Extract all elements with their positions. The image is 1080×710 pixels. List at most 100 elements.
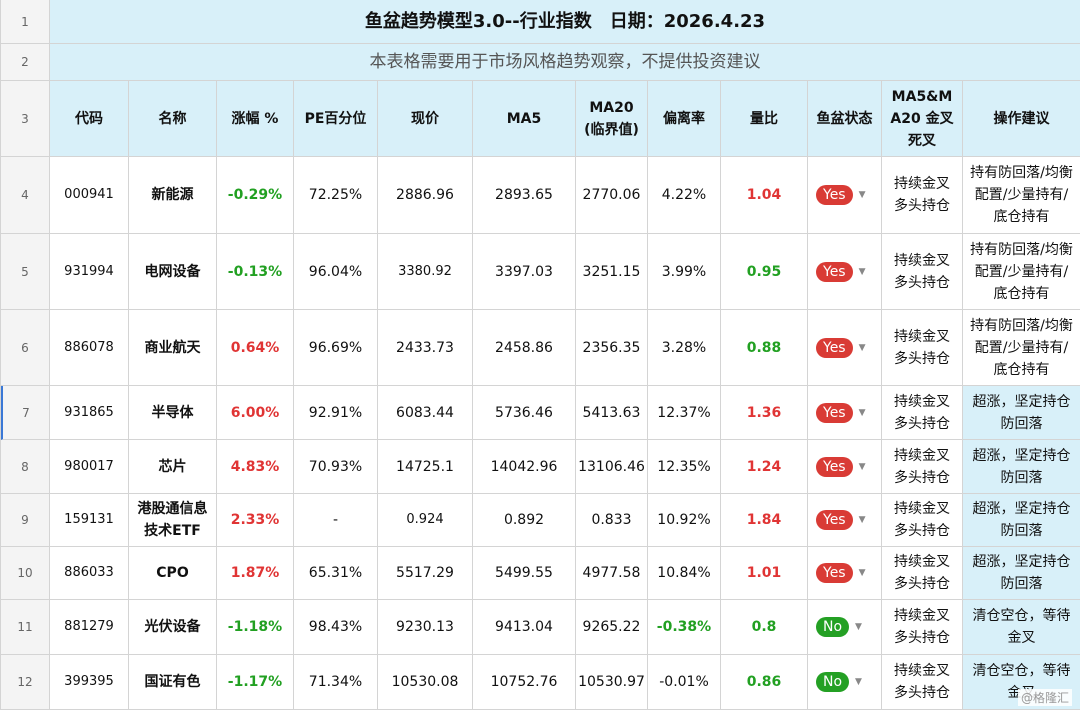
row-number[interactable]: 4 <box>1 157 50 234</box>
cell-price[interactable]: 2433.73 <box>378 310 473 386</box>
header-price[interactable]: 现价 <box>378 81 473 157</box>
cell-status[interactable]: Yes ▼ <box>808 440 882 494</box>
cell-change[interactable]: -1.17% <box>217 655 294 710</box>
row-number[interactable]: 6 <box>1 310 50 386</box>
dropdown-arrow-icon[interactable]: ▼ <box>858 190 866 200</box>
cell-ma20[interactable]: 0.833 <box>576 494 648 547</box>
cell-deviation[interactable]: 3.28% <box>648 310 721 386</box>
header-deviation[interactable]: 偏离率 <box>648 81 721 157</box>
cell-status[interactable]: Yes ▼ <box>808 157 882 234</box>
cell-status[interactable]: No ▼ <box>808 655 882 710</box>
cell-cross[interactable]: 持续金叉多头持仓 <box>882 600 963 655</box>
cell-cross[interactable]: 持续金叉多头持仓 <box>882 386 963 440</box>
cell-change[interactable]: 0.64% <box>217 310 294 386</box>
cell-volume-ratio[interactable]: 1.24 <box>721 440 808 494</box>
cell-pe-percentile[interactable]: 70.93% <box>294 440 378 494</box>
cell-ma5[interactable]: 5499.55 <box>473 547 576 600</box>
cell-advice[interactable]: 持有防回落/均衡配置/少量持有/底仓持有 <box>963 310 1080 386</box>
cell-advice[interactable]: 超涨，坚定持仓防回落 <box>963 440 1080 494</box>
cell-cross[interactable]: 持续金叉多头持仓 <box>882 310 963 386</box>
cell-advice[interactable]: 超涨，坚定持仓防回落 <box>963 494 1080 547</box>
cell-price[interactable]: 9230.13 <box>378 600 473 655</box>
cell-deviation[interactable]: 12.35% <box>648 440 721 494</box>
cell-price[interactable]: 0.924 <box>378 494 473 547</box>
cell-ma5[interactable]: 2893.65 <box>473 157 576 234</box>
header-change[interactable]: 涨幅 % <box>217 81 294 157</box>
cell-name[interactable]: 港股通信息技术ETF <box>129 494 217 547</box>
row-number[interactable]: 11 <box>1 600 50 655</box>
cell-pe-percentile[interactable]: - <box>294 494 378 547</box>
cell-code[interactable]: 399395 <box>50 655 129 710</box>
cell-pe-percentile[interactable]: 65.31% <box>294 547 378 600</box>
cell-pe-percentile[interactable]: 71.34% <box>294 655 378 710</box>
cell-volume-ratio[interactable]: 0.8 <box>721 600 808 655</box>
header-status[interactable]: 鱼盆状态 <box>808 81 882 157</box>
sheet-subtitle[interactable]: 本表格需要用于市场风格趋势观察，不提供投资建议 <box>50 44 1080 81</box>
cell-code[interactable]: 931994 <box>50 234 129 310</box>
header-cross[interactable]: MA5&MA20 金叉死叉 <box>882 81 963 157</box>
dropdown-arrow-icon[interactable]: ▼ <box>858 342 866 353</box>
cell-code[interactable]: 980017 <box>50 440 129 494</box>
dropdown-arrow-icon[interactable]: ▼ <box>858 407 866 418</box>
cell-deviation[interactable]: -0.38% <box>648 600 721 655</box>
cell-code[interactable]: 881279 <box>50 600 129 655</box>
cell-deviation[interactable]: 10.84% <box>648 547 721 600</box>
cell-change[interactable]: 2.33% <box>217 494 294 547</box>
cell-pe-percentile[interactable]: 92.91% <box>294 386 378 440</box>
cell-advice[interactable]: 超涨，坚定持仓防回落 <box>963 547 1080 600</box>
cell-deviation[interactable]: 4.22% <box>648 157 721 234</box>
cell-ma20[interactable]: 2356.35 <box>576 310 648 386</box>
header-name[interactable]: 名称 <box>129 81 217 157</box>
header-ma20[interactable]: MA20 (临界值) <box>576 81 648 157</box>
cell-code[interactable]: 886078 <box>50 310 129 386</box>
cell-deviation[interactable]: 12.37% <box>648 386 721 440</box>
cell-cross[interactable]: 持续金叉多头持仓 <box>882 440 963 494</box>
row-number[interactable]: 9 <box>1 494 50 547</box>
dropdown-arrow-icon[interactable]: ▼ <box>855 677 862 687</box>
row-number[interactable]: 3 <box>1 81 50 157</box>
cell-volume-ratio[interactable]: 1.04 <box>721 157 808 234</box>
cell-name[interactable]: 半导体 <box>129 386 217 440</box>
cell-name[interactable]: 电网设备 <box>129 234 217 310</box>
dropdown-arrow-icon[interactable]: ▼ <box>858 568 866 578</box>
status-badge[interactable]: Yes <box>816 261 853 282</box>
cell-volume-ratio[interactable]: 0.95 <box>721 234 808 310</box>
row-number[interactable]: 12 <box>1 655 50 710</box>
cell-ma5[interactable]: 0.892 <box>473 494 576 547</box>
cell-change[interactable]: 6.00% <box>217 386 294 440</box>
cell-pe-percentile[interactable]: 96.04% <box>294 234 378 310</box>
status-badge[interactable]: Yes <box>816 337 853 358</box>
cell-ma5[interactable]: 2458.86 <box>473 310 576 386</box>
cell-price[interactable]: 5517.29 <box>378 547 473 600</box>
cell-pe-percentile[interactable]: 72.25% <box>294 157 378 234</box>
cell-price[interactable]: 10530.08 <box>378 655 473 710</box>
header-volume-ratio[interactable]: 量比 <box>721 81 808 157</box>
sheet-title[interactable]: 鱼盆趋势模型3.0--行业指数 日期：2026.4.23 <box>50 0 1080 44</box>
cell-price[interactable]: 3380.92 <box>378 234 473 310</box>
cell-ma20[interactable]: 2770.06 <box>576 157 648 234</box>
cell-status[interactable]: Yes ▼ <box>808 494 882 547</box>
status-badge[interactable]: Yes <box>816 185 853 205</box>
cell-deviation[interactable]: -0.01% <box>648 655 721 710</box>
status-badge[interactable]: Yes <box>816 563 853 583</box>
cell-ma5[interactable]: 3397.03 <box>473 234 576 310</box>
dropdown-arrow-icon[interactable]: ▼ <box>858 515 866 525</box>
dropdown-arrow-icon[interactable]: ▼ <box>855 622 862 632</box>
header-advice[interactable]: 操作建议 <box>963 81 1080 157</box>
cell-name[interactable]: 国证有色 <box>129 655 217 710</box>
cell-code[interactable]: 931865 <box>50 386 129 440</box>
cell-cross[interactable]: 持续金叉多头持仓 <box>882 655 963 710</box>
cell-ma20[interactable]: 3251.15 <box>576 234 648 310</box>
cell-volume-ratio[interactable]: 1.84 <box>721 494 808 547</box>
cell-advice[interactable]: 持有防回落/均衡配置/少量持有/底仓持有 <box>963 157 1080 234</box>
cell-change[interactable]: -1.18% <box>217 600 294 655</box>
cell-ma20[interactable]: 4977.58 <box>576 547 648 600</box>
cell-advice[interactable]: 清仓空仓，等待金叉 <box>963 600 1080 655</box>
dropdown-arrow-icon[interactable]: ▼ <box>858 266 866 277</box>
header-pe-percentile[interactable]: PE百分位 <box>294 81 378 157</box>
cell-status[interactable]: No ▼ <box>808 600 882 655</box>
status-badge[interactable]: No <box>816 672 850 692</box>
row-number[interactable]: 2 <box>1 44 50 81</box>
cell-ma20[interactable]: 9265.22 <box>576 600 648 655</box>
cell-cross[interactable]: 持续金叉多头持仓 <box>882 234 963 310</box>
